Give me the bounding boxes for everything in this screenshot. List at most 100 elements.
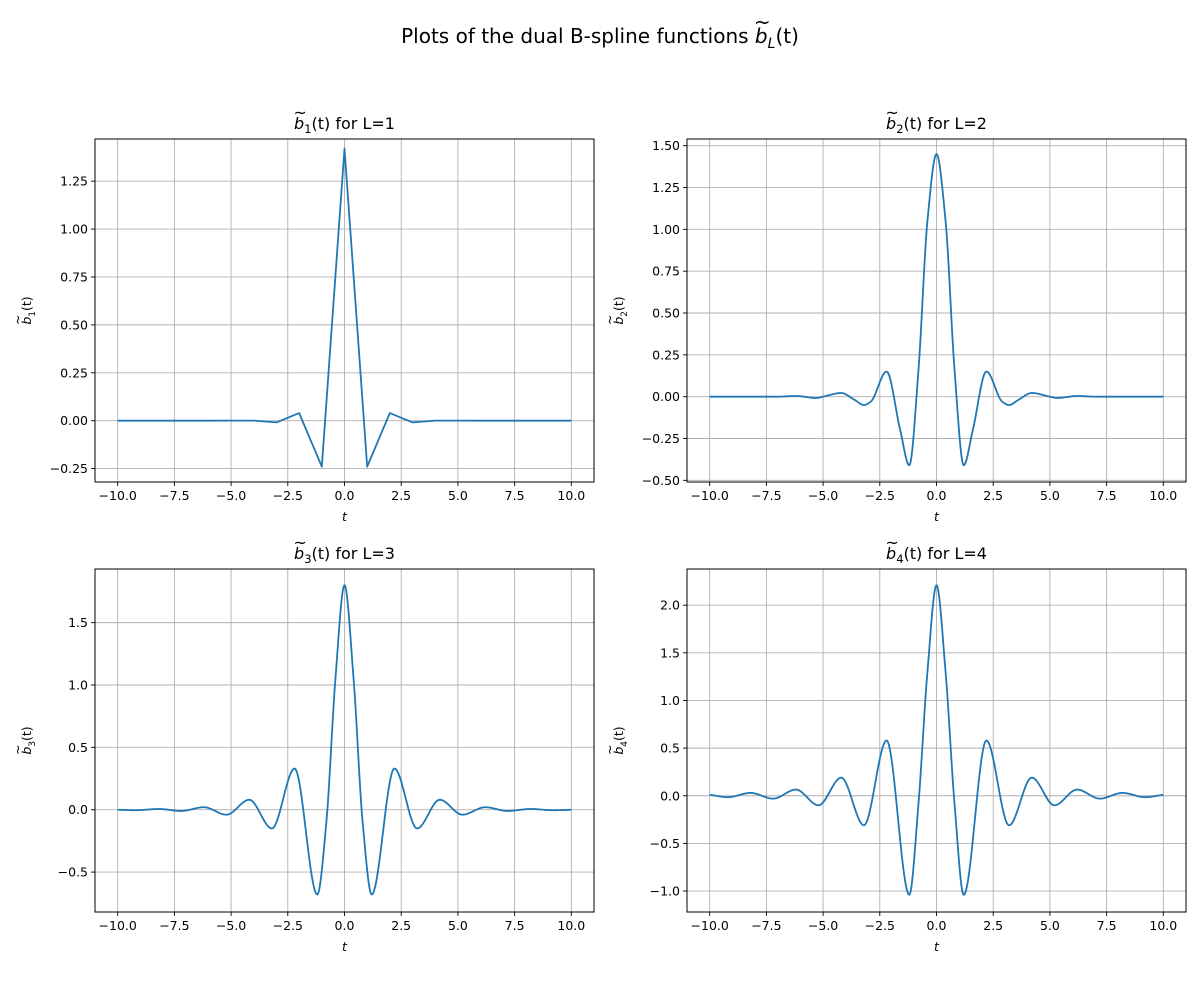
subscript: 4	[896, 552, 903, 566]
tilde-accent: ~	[10, 314, 25, 324]
x-tick-label: 10.0	[557, 488, 585, 503]
tilde-accent: ~	[10, 744, 25, 754]
x-tick-label: 5.0	[448, 918, 468, 933]
y-axis-label: b3(t)	[19, 726, 38, 754]
y-tick-label: 2.0	[660, 598, 680, 613]
title-suffix: for L=4	[922, 544, 987, 563]
tilde-symbol: b	[886, 544, 896, 563]
x-tick-label: −2.5	[273, 488, 303, 503]
x-tick-label: −2.5	[865, 918, 895, 933]
series-line-1	[709, 153, 1164, 467]
y-tick-label: 1.25	[60, 174, 88, 189]
x-axis-label: t	[934, 509, 940, 524]
subscript: 3	[304, 552, 311, 566]
tilde-accent: ~	[885, 103, 898, 122]
subscript: 4	[620, 741, 630, 747]
y-axis-label: b2(t)	[611, 296, 630, 324]
y-tick-label: 0.75	[652, 264, 680, 279]
subscript: 1	[304, 122, 311, 136]
x-tick-label: 7.5	[1097, 488, 1117, 503]
x-tick-label: 7.5	[505, 918, 525, 933]
tilde-accent: ~	[602, 744, 617, 754]
subscript: 2	[896, 122, 903, 136]
x-tick-label: −7.5	[751, 488, 781, 503]
suptitle-prefix: Plots of the dual B-spline functions	[401, 24, 755, 48]
tilde-accent: ~	[602, 314, 617, 324]
x-axis-label: t	[342, 509, 348, 524]
x-tick-label: −5.0	[808, 918, 838, 933]
y-tick-label: −0.5	[650, 836, 680, 851]
x-tick-label: −10.0	[99, 918, 137, 933]
x-tick-label: −7.5	[751, 918, 781, 933]
y-axis-label: b4(t)	[611, 726, 630, 754]
subscript: 2	[620, 311, 630, 317]
x-tick-label: 0.0	[335, 918, 355, 933]
argument: (t)	[19, 726, 34, 741]
subplot-title: b4(t) for L=4	[886, 544, 987, 566]
x-axis-label: t	[934, 939, 940, 954]
argument: (t)	[904, 114, 923, 133]
tilde-accent: ~	[293, 103, 306, 122]
x-tick-label: −5.0	[216, 488, 246, 503]
y-tick-label: 1.0	[68, 677, 88, 692]
subplot-1: −10.0 −7.5 −5.0 −2.5 0.0 2.5 5.0 7.5 10.0 −0.25 0.…	[10, 103, 595, 524]
x-tick-label: 2.5	[983, 488, 1003, 503]
y-tick-label: 0.75	[60, 269, 88, 284]
series-line-1	[117, 147, 572, 468]
tilde-accent: ~	[293, 533, 306, 552]
argument: (t)	[19, 296, 34, 311]
series-line-1	[709, 584, 1164, 896]
suptitle-tilde: ~	[754, 10, 771, 34]
y-axis-label: b1(t)	[19, 296, 38, 324]
y-tick-label: 0.25	[652, 347, 680, 362]
y-tick-label: 0.25	[60, 365, 88, 380]
argument: (t)	[611, 296, 626, 311]
y-tick-label: −0.25	[50, 461, 88, 476]
x-tick-label: −2.5	[865, 488, 895, 503]
x-tick-label: 0.0	[927, 488, 947, 503]
y-tick-label: 0.50	[652, 306, 680, 321]
argument: (t)	[904, 544, 923, 563]
x-tick-label: 0.0	[335, 488, 355, 503]
figure-suptitle: Plots of the dual B-spline functions bL(…	[401, 24, 799, 52]
tilde-symbol: b	[19, 747, 34, 755]
title-suffix: for L=3	[330, 544, 395, 563]
y-tick-label: 0.5	[660, 741, 680, 756]
subplot-title: b2(t) for L=2	[886, 114, 987, 136]
x-tick-label: 7.5	[1097, 918, 1117, 933]
y-tick-label: −0.25	[642, 431, 680, 446]
x-tick-label: −7.5	[159, 918, 189, 933]
grid	[687, 569, 1186, 912]
x-axis-label: t	[342, 939, 348, 954]
subplots: −10.0 −7.5 −5.0 −2.5 0.0 2.5 5.0 7.5 10.0−0.250.…	[10, 103, 1187, 954]
y-tick-label: 0.0	[660, 788, 680, 803]
x-tick-label: −5.0	[216, 918, 246, 933]
y-tick-label: −0.50	[642, 473, 680, 488]
x-tick-label: 7.5	[505, 488, 525, 503]
y-tick-label: 1.0	[660, 693, 680, 708]
argument: (t)	[611, 726, 626, 741]
y-tick-label: 1.50	[652, 138, 680, 153]
title-suffix: for L=1	[330, 114, 395, 133]
x-tick-label: 2.5	[983, 918, 1003, 933]
tilde-symbol: b	[19, 317, 34, 325]
x-tick-label: −2.5	[273, 918, 303, 933]
x-tick-label: −7.5	[159, 488, 189, 503]
series-line-1	[117, 584, 572, 896]
title-suffix: for L=2	[922, 114, 987, 133]
y-tick-label: 0.50	[60, 317, 88, 332]
subplot-2: −10.0 −7.5 −5.0 −2.5 0.0 2.5 5.0 7.5 10.0 −0.50 −0…	[602, 103, 1187, 524]
grid	[95, 139, 594, 482]
x-tick-label: 10.0	[1149, 488, 1177, 503]
tilde-symbol: b	[611, 747, 626, 755]
x-tick-label: −5.0	[808, 488, 838, 503]
y-tick-label: 1.5	[660, 645, 680, 660]
x-tick-label: 5.0	[448, 488, 468, 503]
y-tick-label: 1.25	[652, 180, 680, 195]
x-tick-label: −10.0	[691, 488, 729, 503]
y-tick-label: 0.0	[68, 802, 88, 817]
grid	[95, 569, 594, 912]
tilde-accent: ~	[885, 533, 898, 552]
suptitle-symbol: b	[755, 24, 768, 48]
y-tick-label: 1.5	[68, 615, 88, 630]
